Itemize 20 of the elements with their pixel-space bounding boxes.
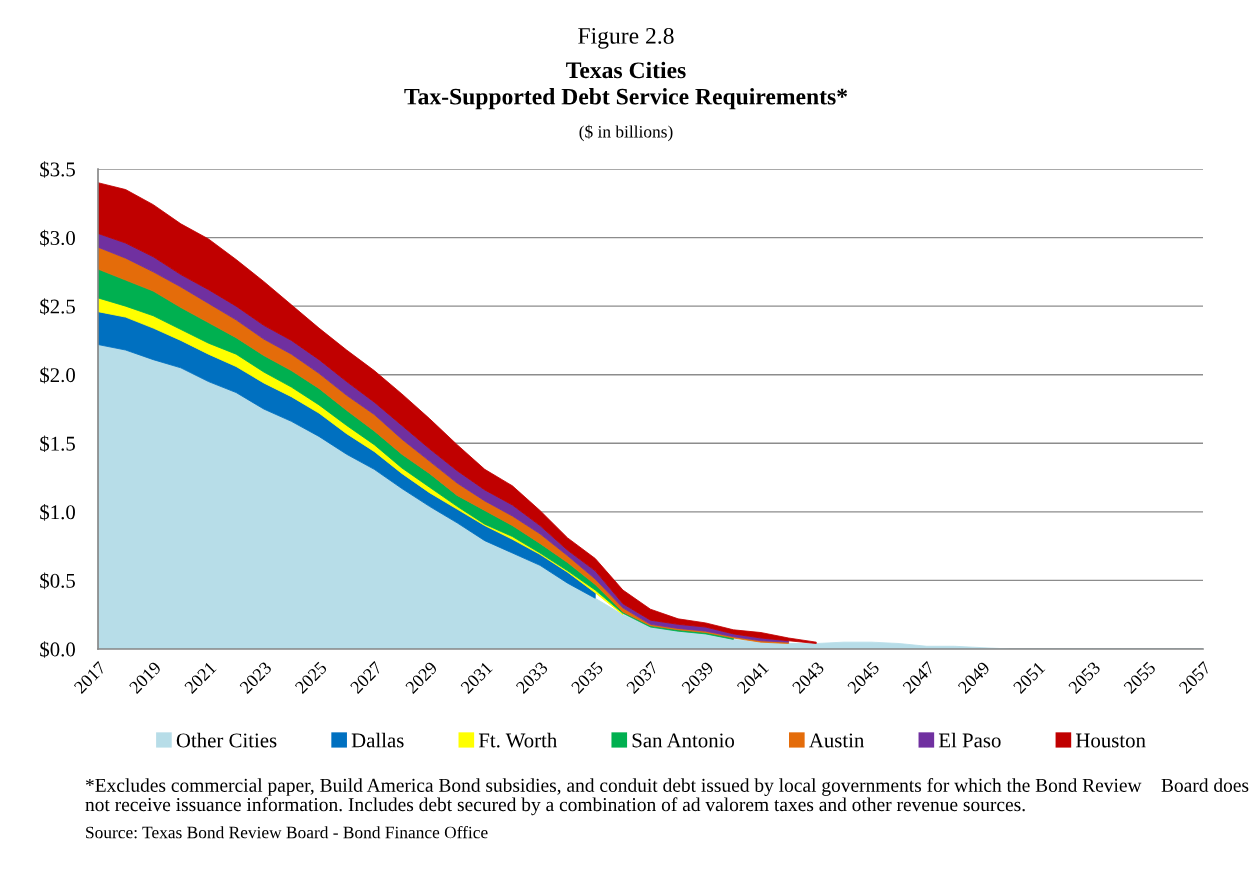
chart-title: Texas Cities Tax-Supported Debt Service Requirements* — [404, 61, 848, 110]
y-tick-label: $0.0 — [40, 641, 75, 658]
legend-label: Houston — [1075, 733, 1146, 748]
legend-label: San Antonio — [632, 733, 735, 748]
legend-label: Austin — [809, 733, 865, 748]
y-tick-label: $2.0 — [40, 366, 75, 384]
legend-label: Ft. Worth — [478, 732, 558, 748]
y-tick-label: $1.5 — [40, 435, 75, 453]
legend-label: El Paso — [938, 732, 1001, 748]
legend-label: Dallas — [351, 732, 404, 748]
text: *Excludes commercial paper, Build America Bond subsidies, and conduit debt issued by local governments for which the Bond Review Board does not receive issuance information. Includes debt secured by a combination of ad valorem taxes and other revenue sources. — [85, 778, 1249, 816]
y-tick-label: $3.5 — [40, 161, 75, 178]
legend-label: Other Cities — [176, 732, 277, 748]
source-note: Source: Texas Bond Review Board - Bond Finance Office — [86, 825, 488, 839]
caption: Figure 2.8 — [578, 27, 674, 49]
y-tick-label: $2.5 — [40, 298, 75, 315]
y-tick-label: $0.5 — [40, 572, 75, 590]
chart-subtitle: ($ in billions) — [579, 124, 673, 142]
y-tick-label: $1.0 — [40, 504, 75, 521]
y-tick-label: $3.0 — [40, 229, 75, 247]
